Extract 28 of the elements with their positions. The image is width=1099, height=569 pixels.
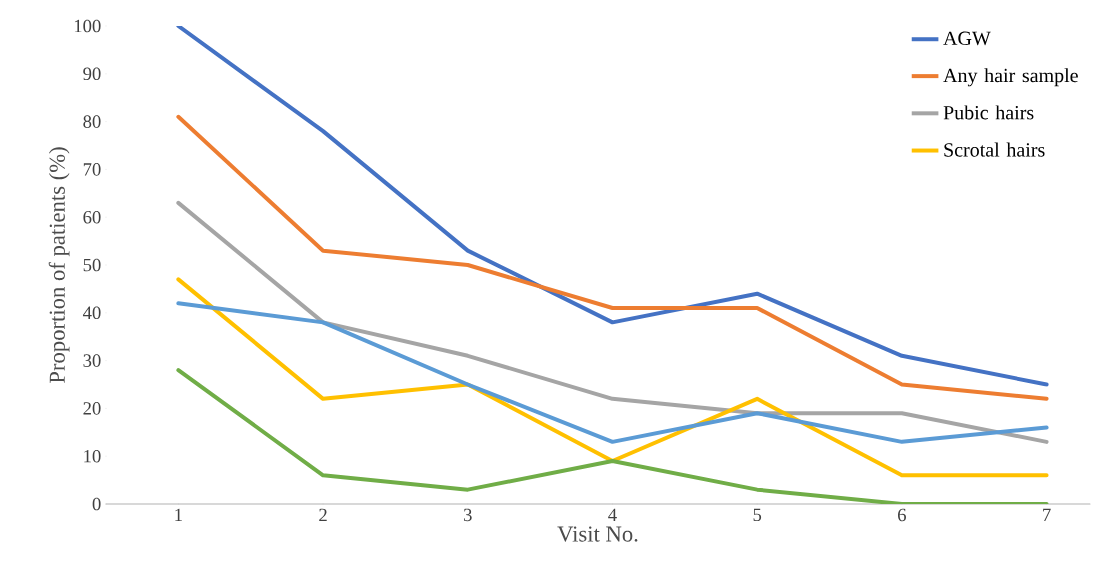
legend-label: Pubic hairs xyxy=(943,105,1034,120)
line-series xyxy=(176,200,1049,444)
line-series xyxy=(176,277,1049,478)
line-series xyxy=(176,368,1049,504)
legend-label: AGW xyxy=(943,31,991,46)
x-tick-label: 6 xyxy=(898,508,906,522)
y-tick-label: 40 xyxy=(82,306,101,320)
legend-label: Scrotal hairs xyxy=(944,142,1045,157)
y-tick-label: 0 xyxy=(92,497,101,511)
x-tick-label: 3 xyxy=(464,508,472,522)
y-tick-label: 60 xyxy=(83,210,101,224)
x-tick-label: 7 xyxy=(1043,508,1051,521)
x-tick-label: 1 xyxy=(175,508,182,522)
y-tick-label: 100 xyxy=(74,19,101,33)
x-tick-label: 2 xyxy=(319,508,327,522)
y-tick-label: 80 xyxy=(83,115,101,128)
x-axis-title: Visit No. xyxy=(557,526,638,542)
y-tick-label: 20 xyxy=(83,402,101,415)
x-tick-label: 5 xyxy=(753,508,762,522)
y-tick-label: 30 xyxy=(83,354,101,367)
y-tick-label: 50 xyxy=(83,258,101,272)
line-series xyxy=(176,301,1049,444)
y-tick-label: 10 xyxy=(84,449,101,463)
y-axis-title: Proportion of patients (%) xyxy=(48,147,70,384)
y-tick-label: 90 xyxy=(83,67,101,81)
y-tick-label: 70 xyxy=(83,163,101,176)
x-tick-label: 4 xyxy=(608,508,617,521)
legend-label: Any hair sample xyxy=(943,68,1078,87)
